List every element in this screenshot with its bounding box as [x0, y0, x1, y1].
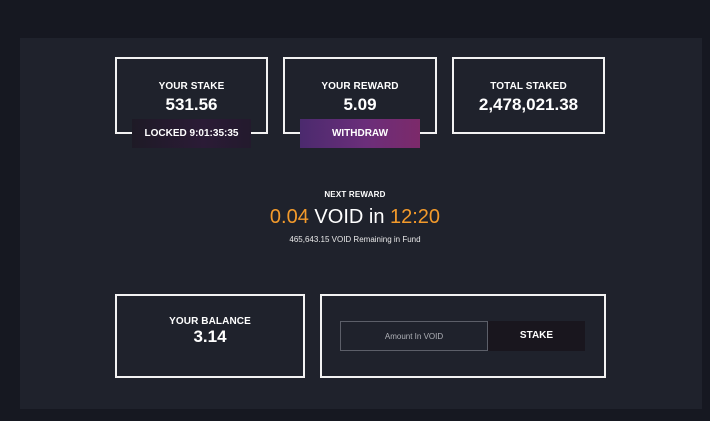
- your-balance-card: YOUR BALANCE 3.14: [115, 294, 305, 378]
- your-stake-value: 531.56: [165, 95, 218, 114]
- your-balance-label: YOUR BALANCE: [169, 316, 251, 327]
- your-reward-value: 5.09: [343, 95, 377, 114]
- stake-amount-input[interactable]: [340, 321, 488, 351]
- your-stake-label: YOUR STAKE: [158, 81, 225, 92]
- stake-button[interactable]: STAKE: [488, 321, 585, 351]
- your-reward-label: YOUR REWARD: [321, 81, 399, 92]
- next-reward-amount: 0.04: [269, 206, 309, 228]
- next-reward-countdown: 12:20: [390, 206, 441, 228]
- stake-form-card: [320, 294, 606, 378]
- withdraw-button[interactable]: WITHDRAW: [300, 119, 420, 148]
- your-balance-value: 3.14: [193, 327, 227, 346]
- total-staked-label: TOTAL STAKED: [490, 81, 567, 92]
- total-staked-card: TOTAL STAKED 2,478,021.38: [452, 57, 605, 134]
- next-reward-token-in: VOID in: [308, 206, 390, 228]
- next-reward-label: NEXT REWARD: [324, 190, 386, 199]
- locked-timer-badge: LOCKED 9:01:35:35: [132, 119, 251, 148]
- total-staked-value: 2,478,021.38: [478, 95, 579, 114]
- next-reward-line: 0.04 VOID in 12:20: [0, 204, 710, 230]
- fund-remaining-text: 465,643.15 VOID Remaining in Fund: [289, 235, 421, 244]
